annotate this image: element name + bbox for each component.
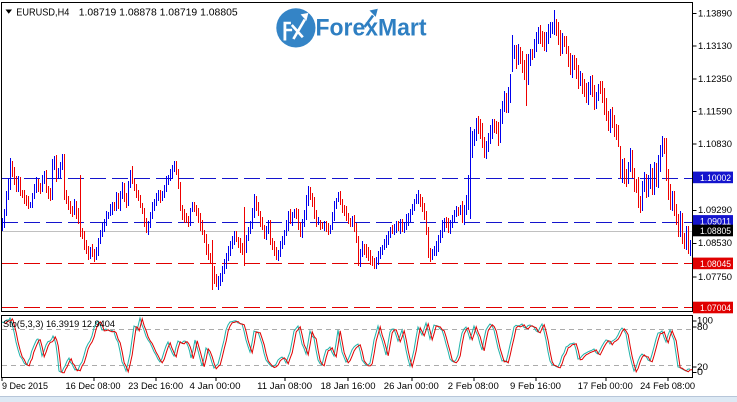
svg-text:2 Feb 08:00: 2 Feb 08:00	[448, 381, 499, 392]
svg-text:1.07004: 1.07004	[700, 303, 731, 314]
svg-text:23 Dec 16:00: 23 Dec 16:00	[128, 381, 183, 392]
svg-text:26 Jan 00:00: 26 Jan 00:00	[384, 381, 439, 392]
svg-text:18 Jan 16:00: 18 Jan 16:00	[321, 381, 376, 392]
svg-text:9 Dec 2015: 9 Dec 2015	[2, 381, 48, 392]
svg-text:9 Feb 16:00: 9 Feb 16:00	[510, 381, 561, 392]
svg-text:EURUSD,H4: EURUSD,H4	[16, 6, 69, 18]
svg-text:Sto(5,3,3) 16.3919 12.9404: Sto(5,3,3) 16.3919 12.9404	[3, 319, 115, 330]
svg-text:1.10830: 1.10830	[698, 139, 732, 150]
svg-text:1.09011: 1.09011	[700, 216, 731, 227]
svg-text:20: 20	[697, 362, 708, 373]
svg-text:1.10002: 1.10002	[700, 173, 731, 184]
svg-text:1.11590: 1.11590	[698, 106, 732, 117]
svg-text:1.08530: 1.08530	[698, 238, 732, 249]
svg-text:80: 80	[697, 322, 708, 333]
svg-text:1.08045: 1.08045	[700, 259, 731, 270]
svg-text:1.12350: 1.12350	[698, 74, 732, 85]
svg-text:24 Feb 08:00: 24 Feb 08:00	[640, 381, 695, 392]
svg-text:16 Dec 08:00: 16 Dec 08:00	[66, 381, 121, 392]
svg-text:1.08805: 1.08805	[700, 226, 731, 237]
svg-text:100: 100	[697, 316, 713, 327]
svg-text:1.07750: 1.07750	[698, 272, 732, 283]
svg-text:17 Feb 00:00: 17 Feb 00:00	[578, 381, 633, 392]
svg-text:1.13130: 1.13130	[698, 41, 732, 52]
svg-text:11 Jan 08:00: 11 Jan 08:00	[257, 381, 312, 392]
svg-text:4 Jan 00:00: 4 Jan 00:00	[190, 381, 241, 392]
svg-text:0: 0	[697, 367, 703, 378]
svg-text:1.13890: 1.13890	[698, 8, 732, 19]
svg-text:1.09290: 1.09290	[698, 205, 732, 216]
svg-text:1.08719 1.08878 1.08719 1.0880: 1.08719 1.08878 1.08719 1.08805	[79, 6, 238, 18]
